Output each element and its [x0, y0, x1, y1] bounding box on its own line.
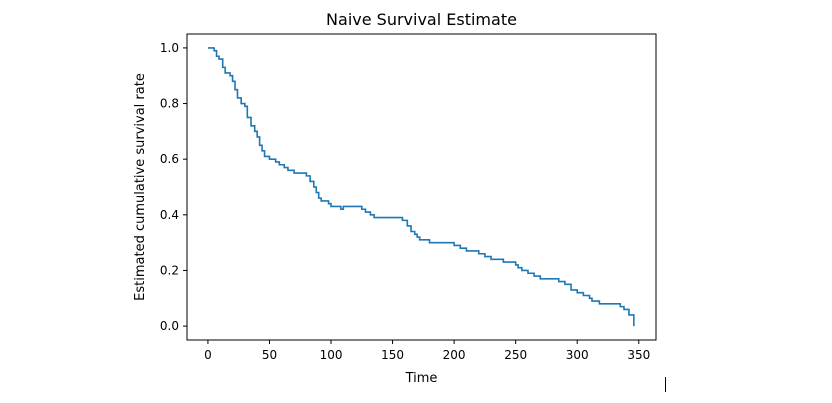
y-axis-ticks: 0.0 0.2 0.4 0.6 0.8 1.0 — [160, 41, 187, 333]
text-cursor — [665, 377, 666, 392]
x-tick-label: 100 — [320, 348, 343, 362]
survival-step-line — [207, 47, 635, 327]
x-tick-label: 350 — [627, 348, 650, 362]
x-axis-label: Time — [405, 371, 438, 386]
y-tick-label: 0.4 — [160, 208, 179, 222]
x-tick-label: 150 — [381, 348, 404, 362]
chart-title: Naive Survival Estimate — [326, 10, 517, 29]
x-axis-ticks: 0 50 100 150 200 250 300 350 — [204, 340, 650, 362]
x-tick-label: 50 — [262, 348, 277, 362]
plot-line-layer — [207, 47, 635, 327]
y-tick-label: 0.6 — [160, 152, 179, 166]
y-tick-label: 0.8 — [160, 97, 179, 111]
y-axis-label: Estimated cumulative survival rate — [133, 73, 148, 301]
y-tick-label: 1.0 — [160, 41, 179, 55]
x-tick-label: 200 — [443, 348, 466, 362]
x-tick-label: 250 — [504, 348, 527, 362]
plot-frame — [186, 33, 657, 341]
x-tick-label: 0 — [204, 348, 212, 362]
y-tick-label: 0.0 — [160, 319, 179, 333]
x-tick-label: 300 — [566, 348, 589, 362]
y-tick-label: 0.2 — [160, 263, 179, 277]
